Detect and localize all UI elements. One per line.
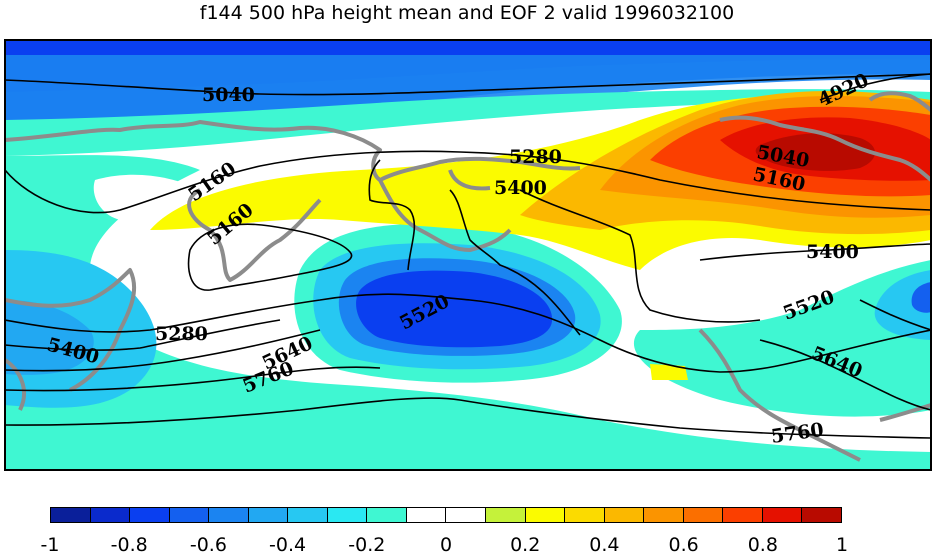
colorbar-swatch <box>603 508 644 522</box>
contour-label: 5400 <box>494 177 547 199</box>
colorbar-tick-label: -0.2 <box>348 534 386 556</box>
coastlines <box>5 91 931 462</box>
colorbar-swatch <box>129 508 169 522</box>
colorbar-swatch <box>564 508 604 522</box>
colorbar <box>50 507 842 523</box>
colorbar-swatch <box>722 508 762 522</box>
colorbar-swatch <box>682 508 723 522</box>
contour-label: 5280 <box>509 146 562 168</box>
colorbar-tick-label: -1 <box>40 534 60 556</box>
height-contours <box>5 73 931 439</box>
colorbar-swatch <box>326 508 367 522</box>
contour-label: 5280 <box>155 323 208 345</box>
colorbar-swatch <box>287 508 327 522</box>
colorbar-tick-label: 0.4 <box>589 534 620 556</box>
colorbar-swatch <box>168 508 209 522</box>
colorbar-tick-label: 0 <box>439 534 453 556</box>
map-title: f144 500 hPa height mean and EOF 2 valid… <box>199 2 735 24</box>
contour-label: 5400 <box>806 241 859 263</box>
colorbar-swatch <box>801 508 841 522</box>
colorbar-tick-label: -0.6 <box>189 534 227 556</box>
contour-label: 5040 <box>202 84 255 106</box>
colorbar-tick-label: -0.8 <box>110 534 148 556</box>
colorbar-swatch <box>247 508 288 522</box>
colorbar-swatch <box>485 508 525 522</box>
colorbar-swatch <box>89 508 130 522</box>
colorbar-tick-label: 0.8 <box>747 534 778 556</box>
shaded-field <box>5 40 931 470</box>
colorbar-tick-label: 0.2 <box>510 534 541 556</box>
colorbar-swatch <box>366 508 406 522</box>
map-frame <box>4 39 932 471</box>
colorbar-swatch <box>524 508 565 522</box>
colorbar-tick-label: 0.6 <box>668 534 699 556</box>
colorbar-swatch <box>643 508 683 522</box>
colorbar-tick-label: -0.4 <box>269 534 307 556</box>
colorbar-swatch <box>405 508 446 522</box>
colorbar-swatch <box>51 508 90 522</box>
colorbar-swatch <box>445 508 486 522</box>
colorbar-tick-label: 1 <box>835 534 849 556</box>
colorbar-swatch <box>208 508 248 522</box>
colorbar-swatch <box>761 508 802 522</box>
eof-map: 5040 4920 5160 5280 5400 5160 5040 5160 … <box>4 39 932 471</box>
